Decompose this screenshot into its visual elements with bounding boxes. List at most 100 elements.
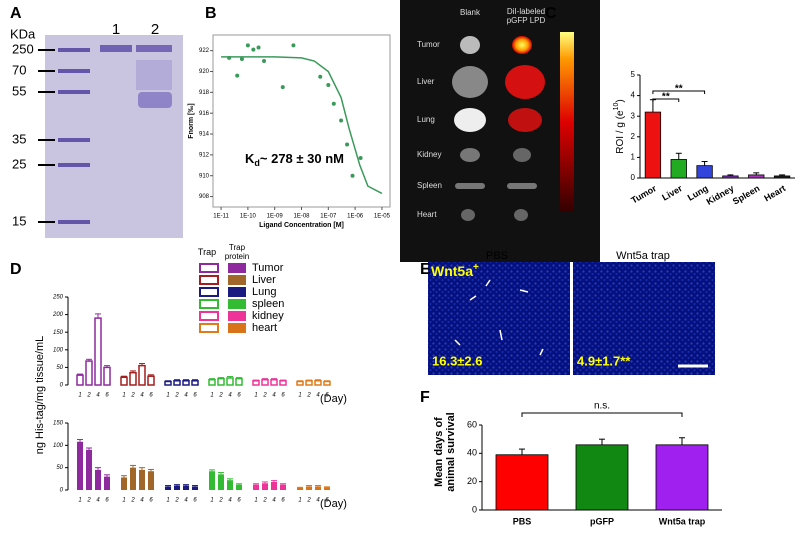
significance-label: n.s. — [594, 401, 610, 412]
bar — [173, 380, 181, 386]
bar — [217, 377, 225, 386]
bar — [139, 469, 145, 490]
bar — [722, 175, 739, 179]
legend-label: Liver — [252, 274, 276, 286]
data-point — [280, 85, 285, 90]
legend-label: Tumor — [252, 262, 284, 274]
organ-image — [454, 108, 486, 132]
annotation-part: d — [254, 158, 260, 168]
x-tick-label: 6 — [149, 393, 153, 399]
legend-header: Trap protein — [224, 243, 250, 261]
column-label: DiI-labeled pGFP LPD — [506, 7, 546, 25]
row-label: Tumor — [417, 40, 440, 49]
marker-band — [58, 138, 90, 142]
data-point — [350, 173, 355, 178]
y-tick-label: 918 — [199, 90, 210, 96]
x-tick-label: 1 — [78, 498, 81, 504]
bar — [147, 375, 155, 386]
marker-label: Wnt5a+ — [431, 262, 479, 279]
significance-bracket — [652, 90, 706, 94]
legend-swatch-filled — [228, 299, 246, 309]
y-tick-label: 100 — [53, 443, 64, 449]
x-tick-label: 6 — [193, 498, 197, 504]
x-tick-label: 4 — [228, 393, 232, 399]
legend-swatch-filled — [228, 311, 246, 321]
bar — [261, 378, 269, 386]
bar — [252, 380, 260, 386]
x-tick-label: 2 — [218, 393, 223, 399]
significance-label: ** — [662, 92, 670, 103]
organ-image — [505, 65, 545, 99]
bar — [120, 376, 128, 386]
bar — [208, 378, 216, 386]
data-point — [227, 55, 232, 60]
legend-swatch-hollow — [199, 311, 219, 321]
bar — [262, 483, 268, 490]
x-tick-label: 6 — [325, 393, 329, 399]
legend-label: heart — [252, 322, 277, 334]
data-point — [326, 83, 331, 88]
x-tick-label: 6 — [237, 498, 241, 504]
data-point — [339, 118, 344, 123]
y-axis-label: ng His-tag/mg tissue/mL — [34, 336, 46, 455]
organ-image — [452, 66, 488, 98]
y-tick-label: 914 — [199, 132, 210, 138]
panel-letter: C — [545, 5, 557, 22]
bar — [748, 174, 765, 179]
micrograph — [428, 262, 570, 375]
y-tick-label: 150 — [53, 330, 64, 336]
legend-label: Lung — [252, 286, 276, 298]
legend-swatch-hollow — [199, 323, 219, 333]
marker-band — [58, 220, 90, 224]
annotation-part: ~ 278 ± 30 nM — [260, 151, 344, 166]
x-axis-label: (Day) — [320, 393, 347, 405]
organ-image — [460, 148, 480, 162]
y-label-part: ) — [615, 99, 626, 102]
row-label: Liver — [417, 77, 435, 86]
bar — [655, 444, 709, 511]
bar — [495, 454, 549, 511]
y-tick-label: 250 — [52, 295, 64, 301]
y-tick-label: 2 — [631, 132, 636, 141]
quantification: 16.3±2.6 — [432, 353, 483, 368]
x-tick-label: 2 — [130, 393, 135, 399]
x-tick-label: 4 — [272, 498, 276, 504]
marker-label: 55 — [12, 83, 26, 98]
legend-swatch-hollow — [199, 275, 219, 285]
marker-label: 250 — [12, 41, 34, 56]
marker-band — [58, 90, 90, 94]
plot-frame — [212, 34, 391, 208]
y-tick-label: 5 — [631, 70, 636, 79]
organ-image — [514, 209, 528, 221]
bar — [130, 467, 136, 490]
quantification: 4.9±1.7** — [577, 353, 631, 368]
legend-label: spleen — [252, 298, 284, 310]
gel-smear — [136, 60, 172, 90]
marker-label: 70 — [12, 62, 26, 77]
bar — [226, 377, 234, 386]
data-point — [245, 43, 250, 48]
bar — [773, 175, 791, 179]
y-tick-label: 100 — [53, 347, 64, 353]
data-point — [239, 56, 244, 61]
bar — [253, 484, 259, 490]
data-point — [331, 101, 336, 106]
bar — [94, 317, 102, 386]
x-tick-label: 2 — [306, 393, 311, 399]
y-tick-label: 150 — [53, 421, 64, 427]
x-tick-label: 1 — [210, 498, 213, 504]
bar — [324, 487, 330, 490]
y-tick-label: 0 — [60, 488, 64, 494]
bar — [77, 441, 83, 490]
x-tick-label: 1E-08 — [293, 214, 310, 220]
panel-letter: D — [10, 261, 22, 278]
significance-bracket — [652, 98, 680, 102]
unit-label: KDa — [10, 26, 36, 41]
bar — [271, 481, 277, 490]
legend-swatch-hollow — [199, 299, 219, 309]
data-point — [358, 156, 363, 161]
x-tick-label: 1 — [166, 498, 169, 504]
x-tick-label: 1E-07 — [320, 214, 337, 220]
